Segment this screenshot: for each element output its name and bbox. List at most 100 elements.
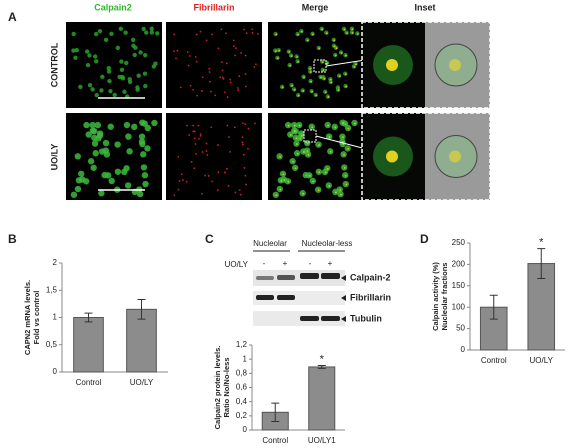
nucleolus	[326, 167, 329, 170]
column-label: Calpain2	[94, 2, 132, 12]
cell	[93, 31, 99, 37]
nucleolus	[325, 32, 328, 35]
nucleolus	[219, 76, 222, 79]
band-label: Tubulin	[350, 313, 382, 323]
cell	[123, 30, 128, 35]
nucleolus	[254, 122, 256, 125]
nucleolus	[207, 174, 210, 177]
nucleolus	[217, 47, 220, 50]
cell	[153, 61, 158, 66]
cell	[84, 49, 90, 54]
nucleolus	[233, 45, 235, 48]
blot-group: Nucleolar-less	[302, 239, 353, 248]
nucleolus	[205, 39, 208, 42]
cell	[106, 69, 112, 74]
nucleolus	[340, 52, 343, 54]
nucleolus	[334, 54, 337, 57]
nucleolus	[293, 124, 296, 127]
band-label: Fibrillarin	[350, 292, 391, 302]
nucleolus	[289, 64, 292, 67]
cell	[93, 54, 98, 59]
nucleolus	[287, 124, 290, 127]
cell	[91, 134, 98, 141]
y-tick-label: 2	[53, 258, 58, 267]
y-tick-label: 0,2	[236, 411, 248, 420]
y-tick-label: 1,5	[46, 285, 58, 294]
cell	[140, 151, 147, 158]
nucleolus	[206, 154, 209, 156]
cell	[126, 148, 133, 155]
micrograph	[166, 22, 262, 108]
nucleolus	[228, 136, 230, 138]
nucleolus	[173, 33, 176, 36]
nucleolus	[355, 63, 357, 66]
cell	[108, 88, 113, 94]
nucleolus	[232, 39, 235, 42]
cell	[99, 88, 104, 93]
y-tick-label: 0	[243, 425, 248, 434]
nucleolus	[324, 91, 327, 94]
nucleolus	[276, 57, 279, 60]
nucleolus	[211, 180, 214, 183]
nucleolus	[343, 28, 346, 31]
nucleolus	[321, 61, 324, 63]
cell	[89, 127, 97, 134]
panel-label: D	[420, 232, 429, 246]
blot-group: Nucleolar	[253, 239, 287, 248]
cell	[155, 31, 160, 36]
nucleolus	[241, 141, 244, 143]
y-tick-label: 0	[53, 367, 58, 376]
nucleolus	[187, 64, 190, 67]
nucleolus	[211, 33, 213, 36]
cell	[100, 74, 105, 79]
nucleolus	[194, 56, 197, 58]
cell	[115, 45, 121, 51]
nucleolus	[307, 154, 310, 156]
nucleolus	[234, 191, 237, 194]
nucleolus	[280, 179, 283, 182]
nucleolus	[186, 51, 189, 53]
nucleolus	[189, 84, 192, 87]
nucleolus	[178, 179, 181, 182]
nucleolus	[224, 91, 226, 94]
nucleolus	[347, 148, 350, 150]
nucleolus	[229, 150, 232, 153]
nucleolus	[345, 54, 347, 57]
cell	[109, 31, 114, 37]
nucleolus	[217, 144, 220, 146]
nucleolus	[289, 134, 292, 136]
nucleolus	[310, 80, 312, 83]
nucleolus	[240, 52, 243, 54]
cell	[140, 164, 148, 171]
cell	[112, 92, 117, 98]
cell	[78, 84, 83, 90]
x-tick-label: Control	[76, 378, 102, 387]
cell	[142, 71, 148, 76]
nucleolus	[216, 189, 219, 192]
cell	[94, 59, 99, 64]
nucleolus	[251, 28, 254, 31]
panel-label: C	[205, 232, 214, 246]
x-tick-label: UO/LY	[530, 356, 554, 365]
nucleolus	[337, 89, 340, 92]
nucleolus	[309, 71, 312, 73]
nucleolus	[306, 39, 309, 42]
cell	[70, 191, 78, 198]
cell	[131, 43, 136, 48]
nucleolus	[226, 167, 228, 170]
y-tick-label: 100	[452, 302, 466, 311]
cell	[149, 26, 154, 31]
inset-nucleolus	[449, 150, 461, 163]
inset-nucleolus	[386, 150, 398, 163]
nucleolus	[241, 122, 244, 125]
cell	[138, 50, 143, 55]
cell	[89, 121, 96, 129]
nucleolus	[324, 171, 327, 174]
x-tick-label: UO/LY1	[308, 436, 336, 445]
nucleolus	[200, 192, 203, 195]
annotation: *	[539, 236, 544, 248]
nucleolus	[353, 66, 356, 68]
cell	[74, 185, 82, 193]
nucleolus	[225, 62, 228, 65]
